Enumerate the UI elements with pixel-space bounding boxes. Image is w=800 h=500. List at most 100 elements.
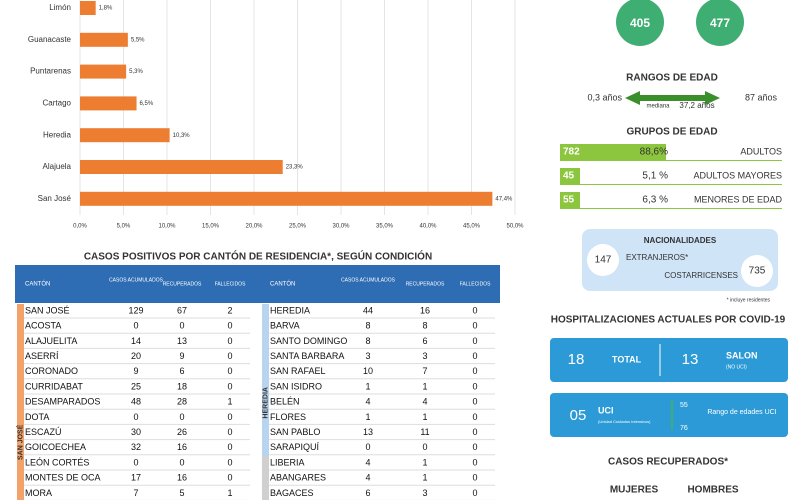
median-label: mediana	[646, 104, 670, 110]
group-label: MENORES DE EDAD	[694, 194, 783, 204]
median-value: 37,2 años	[679, 101, 714, 110]
cell-number: 0	[179, 321, 184, 331]
province-strip	[17, 304, 24, 500]
cell-number: 2	[227, 305, 232, 315]
cell-number: 0	[227, 457, 232, 467]
recovered-women: MUJERES	[610, 485, 659, 496]
category-label: Alajuela	[43, 162, 72, 171]
group-line	[560, 208, 782, 209]
cell-number: 0	[472, 321, 477, 331]
women-circle	[616, 0, 664, 46]
value-label: 1,8%	[99, 6, 113, 12]
table-title: CASOS POSITIVOS POR CANTÓN DE RESIDENCIA…	[84, 250, 432, 263]
cell-number: 0	[227, 351, 232, 361]
cell-number: 1	[365, 381, 370, 391]
province-label: SAN JOSÉ	[15, 424, 24, 460]
men-circle	[696, 0, 744, 46]
canton-name: DESAMPARADOS	[25, 397, 100, 407]
cell-number: 7	[422, 366, 427, 376]
value-label: 5,5%	[131, 37, 145, 43]
cell-number: 30	[131, 427, 141, 437]
recovered-title: CASOS RECUPERADOS*	[608, 457, 728, 468]
column-header: CANTÓN	[25, 281, 50, 288]
cell-number: 0	[472, 412, 477, 422]
cell-number: 0	[472, 488, 477, 498]
age-groups-title: GRUPOS DE EDAD	[626, 127, 717, 138]
x-tick-label: 30,0%	[332, 224, 350, 230]
local-label: COSTARRICENSES	[664, 271, 738, 280]
canton-name: ESCAZÚ	[25, 427, 62, 437]
bar	[80, 191, 493, 206]
x-tick-label: 15,0%	[202, 224, 220, 230]
cell-number: 0	[472, 397, 477, 407]
cell-number: 129	[128, 305, 143, 315]
canton-name: BELÉN	[270, 397, 300, 407]
cell-number: 9	[133, 366, 138, 376]
column-header: FALLECIDOS	[460, 281, 492, 287]
age-min: 0,3 años	[587, 92, 622, 102]
cell-number: 0	[472, 457, 477, 467]
group-pct: 6,3 %	[642, 195, 668, 206]
canton-name: MONTES DE OCA	[25, 473, 101, 483]
x-tick-label: 20,0%	[245, 224, 263, 230]
cell-number: 1	[422, 457, 427, 467]
group-box	[560, 192, 580, 208]
cell-number: 0	[422, 442, 427, 452]
cell-number: 16	[420, 305, 430, 315]
women-count: 405	[630, 16, 650, 30]
canton-name: SANTO DOMINGO	[270, 336, 347, 346]
bar	[80, 96, 137, 111]
cell-number: 0	[472, 427, 477, 437]
x-tick-label: 25,0%	[289, 224, 307, 230]
cell-number: 0	[227, 336, 232, 346]
cell-number: 1	[422, 381, 427, 391]
cell-number: 9	[179, 351, 184, 361]
recovered-men: HOMBRES	[687, 485, 738, 496]
canton-name: SANTA BARBARA	[270, 351, 344, 361]
group-box	[560, 144, 666, 160]
cell-number: 1	[227, 488, 232, 498]
x-tick-label: 35,0%	[376, 224, 394, 230]
cell-number: 0	[365, 442, 370, 452]
cell-number: 8	[422, 321, 427, 331]
cell-number: 0	[472, 442, 477, 452]
canton-name: FLORES	[270, 412, 306, 422]
bar	[80, 160, 283, 174]
canton-name: DOTA	[25, 412, 49, 422]
cell-number: 16	[177, 442, 187, 452]
cell-number: 16	[177, 473, 187, 483]
group-count: 782	[563, 147, 580, 158]
cell-number: 5	[179, 488, 184, 498]
table-header	[15, 265, 500, 303]
category-label: Limón	[49, 3, 71, 12]
nationality-title: NACIONALIDADES	[644, 236, 717, 245]
age-max: 87 años	[745, 92, 778, 102]
category-label: Cartago	[43, 99, 72, 108]
canton-name: GOICOECHEA	[25, 442, 86, 452]
category-label: Guanacaste	[28, 35, 72, 44]
cell-number: 13	[363, 427, 373, 437]
group-label: ADULTOS MAYORES	[693, 170, 782, 180]
cell-number: 0	[133, 321, 138, 331]
x-tick-label: 10,0%	[158, 224, 176, 230]
cell-number: 6	[422, 336, 427, 346]
icu-count: 05	[570, 407, 587, 424]
cell-number: 8	[365, 321, 370, 331]
cell-number: 1	[227, 397, 232, 407]
nationality-note: * incluye residentes	[727, 297, 771, 303]
cell-number: 7	[133, 488, 138, 498]
cell-number: 3	[422, 488, 427, 498]
cell-number: 0	[472, 336, 477, 346]
category-label: San José	[38, 194, 72, 203]
group-line	[560, 184, 782, 185]
value-label: 10,3%	[173, 133, 191, 139]
province-label: HEREDIA	[262, 387, 269, 419]
foreign-label: EXTRANJEROS*	[626, 253, 688, 262]
ward-label: SALON	[726, 350, 758, 360]
cell-number: 6	[365, 488, 370, 498]
canton-name: BARVA	[270, 321, 300, 331]
cell-number: 0	[227, 442, 232, 452]
cell-number: 28	[177, 397, 187, 407]
province-strip	[262, 304, 269, 456]
